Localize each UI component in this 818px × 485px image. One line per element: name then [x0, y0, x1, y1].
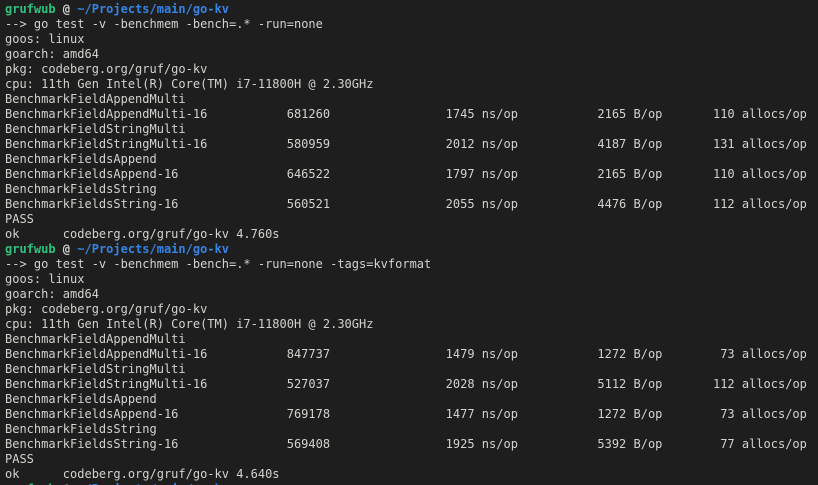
benchmark-iterations: 560521	[286, 197, 331, 211]
output-line: cpu: 11th Gen Intel(R) Core(TM) i7-11800…	[5, 77, 374, 91]
output-line: goarch: amd64	[5, 287, 99, 301]
benchmark-iterations: 646522	[286, 167, 331, 181]
benchmark-ns-per-op: 1479 ns/op	[445, 347, 518, 361]
benchmark-bytes-per-op: 4187 B/op	[597, 137, 663, 151]
benchmark-name: BenchmarkFieldsString-16	[5, 197, 179, 211]
benchmark-name-and-iterations: BenchmarkFieldsAppend-16 769178	[5, 407, 330, 422]
benchmark-row: BenchmarkFieldStringMulti-16 580959 2012 n…	[5, 137, 818, 152]
benchmark-allocs-per-op: 73 allocs/op	[720, 347, 807, 361]
benchmark-name-and-iterations: BenchmarkFieldStringMulti-16 580959	[5, 137, 330, 152]
benchmark-bytes-per-op: 5392 B/op	[597, 437, 663, 451]
output-line: PASS	[5, 212, 34, 226]
prompt-username: grufwub	[5, 2, 56, 16]
benchmark-ns-per-op: 1797 ns/op	[445, 167, 518, 181]
benchmark-ns-per-op: 1477 ns/op	[445, 407, 518, 421]
prompt-line: grufwub @ ~/Projects/main/go-kv	[5, 2, 818, 17]
benchmark-bytes-per-op: 4476 B/op	[597, 197, 663, 211]
benchmark-allocs-per-op: 77 allocs/op	[720, 437, 807, 451]
output-line: goos: linux	[5, 272, 85, 286]
benchmark-row: BenchmarkFieldStringMulti-16 527037 2028 n…	[5, 377, 818, 392]
benchmark-name: BenchmarkFieldStringMulti-16	[5, 377, 208, 391]
prompt-username: grufwub	[5, 242, 56, 256]
output-line: PASS	[5, 452, 34, 466]
command-line: --> go test -v -benchmem -bench=.* -run=…	[5, 17, 323, 31]
prompt-working-directory: ~/Projects/main/go-kv	[77, 482, 229, 485]
prompt-separator: @	[56, 482, 78, 485]
prompt-separator: @	[55, 2, 78, 16]
benchmark-row: BenchmarkFieldsAppend-16 769178 1477 ns/op…	[5, 407, 818, 422]
prompt-line: grufwub @ ~/Projects/main/go-kv	[5, 242, 818, 257]
benchmark-allocs-per-op: 112 allocs/op	[712, 377, 807, 391]
benchmark-allocs-per-op: 110 allocs/op	[712, 167, 807, 181]
benchmark-bytes-per-op: 1272 B/op	[597, 347, 663, 361]
benchmark-iterations: 847737	[286, 347, 331, 361]
benchmark-bytes-per-op: 1272 B/op	[597, 407, 663, 421]
prompt-username: grufwub	[5, 482, 56, 485]
output-line: goarch: amd64	[5, 47, 99, 61]
benchmark-name: BenchmarkFieldStringMulti-16	[5, 137, 208, 151]
output-line: BenchmarkFieldAppendMulti	[5, 332, 186, 346]
benchmark-name: BenchmarkFieldsAppend-16	[5, 167, 179, 181]
benchmark-row: BenchmarkFieldsString-16 560521 2055 ns/op…	[5, 197, 818, 212]
benchmark-allocs-per-op: 73 allocs/op	[720, 407, 807, 421]
output-line: cpu: 11th Gen Intel(R) Core(TM) i7-11800…	[5, 317, 374, 331]
output-line: ok codeberg.org/gruf/go-kv 4.640s	[5, 467, 280, 481]
benchmark-allocs-per-op: 131 allocs/op	[712, 137, 807, 151]
output-line: BenchmarkFieldsString	[5, 182, 157, 196]
benchmark-iterations: 681260	[286, 107, 331, 121]
benchmark-allocs-per-op: 112 allocs/op	[712, 197, 807, 211]
benchmark-name-and-iterations: BenchmarkFieldAppendMulti-16 847737	[5, 347, 330, 362]
benchmark-name: BenchmarkFieldsAppend-16	[5, 407, 179, 421]
benchmark-iterations: 569408	[286, 437, 331, 451]
prompt-separator: @	[55, 242, 78, 256]
benchmark-ns-per-op: 2028 ns/op	[445, 377, 518, 391]
benchmark-allocs-per-op: 110 allocs/op	[712, 107, 807, 121]
output-line: BenchmarkFieldAppendMulti	[5, 92, 186, 106]
benchmark-name-and-iterations: BenchmarkFieldsString-16 569408	[5, 437, 330, 452]
benchmark-name-and-iterations: BenchmarkFieldsAppend-16 646522	[5, 167, 330, 182]
prompt-working-directory: ~/Projects/main/go-kv	[77, 2, 229, 16]
benchmark-name: BenchmarkFieldAppendMulti-16	[5, 107, 208, 121]
benchmark-name: BenchmarkFieldAppendMulti-16	[5, 347, 208, 361]
benchmark-ns-per-op: 2055 ns/op	[445, 197, 518, 211]
benchmark-bytes-per-op: 2165 B/op	[597, 107, 663, 121]
benchmark-bytes-per-op: 2165 B/op	[597, 167, 663, 181]
output-line: BenchmarkFieldsAppend	[5, 392, 157, 406]
prompt-line: grufwub @ ~/Projects/main/go-kv	[5, 482, 818, 485]
benchmark-ns-per-op: 1745 ns/op	[445, 107, 518, 121]
benchmark-row: BenchmarkFieldAppendMulti-16 847737 1479 n…	[5, 347, 818, 362]
output-line: goos: linux	[5, 32, 85, 46]
output-line: BenchmarkFieldStringMulti	[5, 122, 186, 136]
benchmark-name-and-iterations: BenchmarkFieldAppendMulti-16 681260	[5, 107, 330, 122]
output-line: pkg: codeberg.org/gruf/go-kv	[5, 62, 208, 76]
output-line: BenchmarkFieldsAppend	[5, 152, 157, 166]
benchmark-row: BenchmarkFieldsString-16 569408 1925 ns/op…	[5, 437, 818, 452]
benchmark-row: BenchmarkFieldsAppend-16 646522 1797 ns/op…	[5, 167, 818, 182]
command-line: --> go test -v -benchmem -bench=.* -run=…	[5, 257, 432, 271]
benchmark-iterations: 527037	[286, 377, 331, 391]
prompt-working-directory: ~/Projects/main/go-kv	[77, 242, 229, 256]
benchmark-iterations: 580959	[286, 137, 331, 151]
benchmark-row: BenchmarkFieldAppendMulti-16 681260 1745 n…	[5, 107, 818, 122]
benchmark-bytes-per-op: 5112 B/op	[597, 377, 663, 391]
benchmark-ns-per-op: 1925 ns/op	[445, 437, 518, 451]
benchmark-name: BenchmarkFieldsString-16	[5, 437, 179, 451]
output-line: pkg: codeberg.org/gruf/go-kv	[5, 302, 208, 316]
benchmark-ns-per-op: 2012 ns/op	[445, 137, 518, 151]
output-line: BenchmarkFieldStringMulti	[5, 362, 186, 376]
benchmark-name-and-iterations: BenchmarkFieldsString-16 560521	[5, 197, 330, 212]
benchmark-name-and-iterations: BenchmarkFieldStringMulti-16 527037	[5, 377, 330, 392]
output-line: BenchmarkFieldsString	[5, 422, 157, 436]
benchmark-iterations: 769178	[286, 407, 331, 421]
output-line: ok codeberg.org/gruf/go-kv 4.760s	[5, 227, 280, 241]
